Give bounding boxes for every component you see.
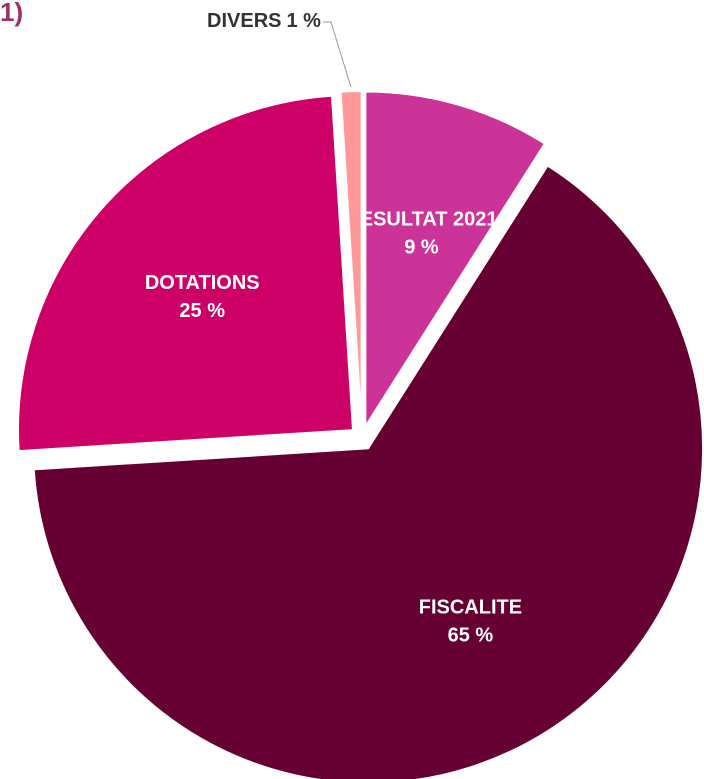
data-label: DOTATIONS 25 % xyxy=(145,272,260,322)
chart-title: 1) xyxy=(0,0,23,27)
pie-slice xyxy=(32,164,704,779)
data-label: FISCALITE 65 % xyxy=(419,597,522,647)
label-value: 65 % xyxy=(448,625,494,647)
pie-slice xyxy=(364,90,547,430)
leader-line xyxy=(322,21,352,88)
label-value: 1 % xyxy=(287,10,322,32)
label-name: FISCALITE xyxy=(419,597,522,619)
data-label: DIVERS 1 % xyxy=(207,10,321,32)
data-label: RESULTAT 2021 9 % xyxy=(345,209,497,259)
label-name: DOTATIONS xyxy=(145,272,260,294)
label-value: 9 % xyxy=(404,237,439,259)
label-name: DIVERS xyxy=(207,10,281,32)
pie-slice xyxy=(339,90,363,427)
label-value: 25 % xyxy=(179,300,225,322)
pie-slice xyxy=(17,94,355,453)
label-name: RESULTAT 2021 xyxy=(345,209,497,231)
